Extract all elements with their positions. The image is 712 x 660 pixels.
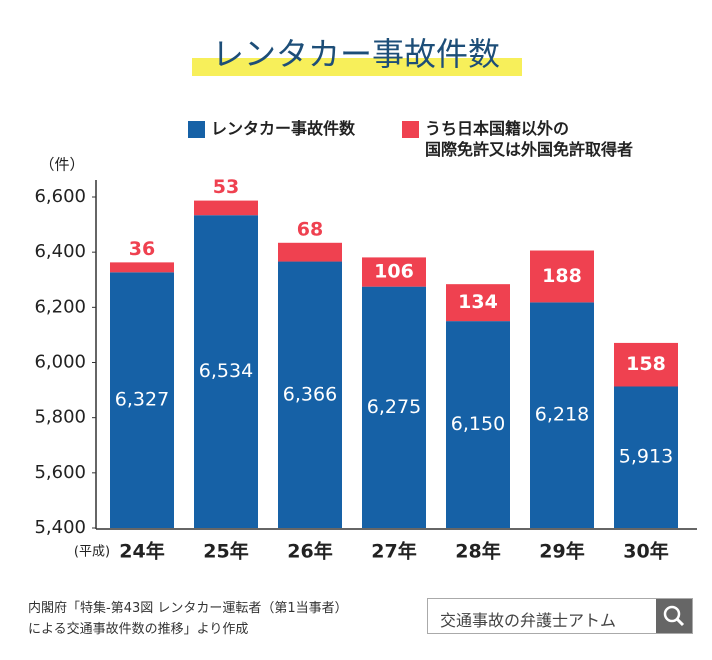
bar-segment [446,321,510,528]
bar-segment [614,342,678,387]
y-tick-label: 6,000 [34,352,86,373]
value-label: 188 [542,265,582,287]
search-text: 交通事故の弁護士アトム [440,611,617,630]
value-label: 68 [297,218,323,240]
x-tick-label: 29年 [539,540,584,563]
value-label: 106 [374,261,414,283]
value-label: 6,150 [451,413,505,435]
value-label: 6,327 [115,389,169,411]
y-tick-label: 6,400 [34,241,86,262]
value-label: 53 [213,176,239,198]
y-tick-label: 5,600 [34,462,86,483]
title-highlight [192,58,522,76]
bar-segment [110,262,174,273]
y-tick-label: 5,800 [34,407,86,428]
value-label: 6,218 [535,404,589,426]
x-tick-label: 24年 [119,540,164,563]
bar-segment [530,302,594,528]
x-tick-label: 26年 [287,540,332,563]
legend-label: レンタカー事故件数 [211,119,356,138]
bar-segment [110,272,174,528]
y-tick-label: 6,600 [34,186,86,207]
x-tick-label: 27年 [371,540,416,563]
y-tick-label: 6,200 [34,296,86,317]
bar-segment [530,250,594,303]
bar-segment [362,257,426,287]
value-label: 6,275 [367,396,421,418]
search-box[interactable]: 交通事故の弁護士アトム [427,598,693,634]
value-label: 6,366 [283,383,337,405]
value-label: 158 [626,353,666,375]
bar-segment [614,386,678,528]
value-label: 6,534 [199,360,253,382]
legend-label: うち日本国籍以外の 国際免許又は外国免許取得者 [425,119,634,159]
bar-segment [194,200,258,216]
bar-segment [362,286,426,528]
x-tick-label: 28年 [455,540,500,563]
bar-segment [446,284,510,322]
source-note: 内閣府「特集-第43図 レンタカー運転者（第1当事者） による交通事故件数の推移… [28,601,348,637]
search-icon [663,605,685,627]
y-unit: （件） [39,156,84,174]
x-tick-label: 25年 [203,540,248,563]
value-label: 134 [458,291,498,313]
x-prefix: (平成) [74,545,110,560]
search-button[interactable] [656,599,692,633]
bar-segment [278,261,342,528]
y-tick-label: 5,400 [34,517,86,538]
bar-segment [194,215,258,528]
value-label: 36 [129,238,155,260]
value-label: 5,913 [619,446,673,468]
x-tick-label: 30年 [623,540,668,563]
bar-segment [278,242,342,262]
legend-swatch [402,121,419,138]
chart-title: レンタカー事故件数 [212,35,500,73]
legend-swatch [188,121,205,138]
